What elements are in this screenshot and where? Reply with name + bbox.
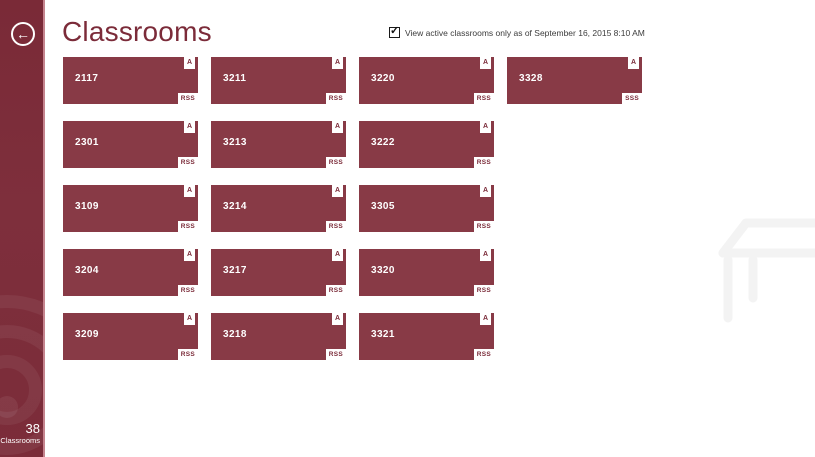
rss-badge: RSS bbox=[325, 221, 346, 232]
status-badge: A bbox=[480, 249, 491, 261]
classroom-number: 2117 bbox=[75, 73, 99, 84]
status-badge: A bbox=[184, 121, 195, 133]
status-badge: A bbox=[332, 57, 343, 69]
rss-badge: RSS bbox=[177, 157, 198, 168]
classroom-tile-3109[interactable]: 3109 A RSS bbox=[63, 185, 198, 232]
tile-row: 2117 A RSS 3211 A RSS 3220 A RSS 3328 A … bbox=[63, 57, 655, 104]
classroom-tile-3222[interactable]: 3222 A RSS bbox=[359, 121, 494, 168]
classroom-tile-3217[interactable]: 3217 A RSS bbox=[211, 249, 346, 296]
classroom-count-label: Classrooms bbox=[0, 435, 40, 445]
classroom-tile-3321[interactable]: 3321 A RSS bbox=[359, 313, 494, 360]
rss-badge: RSS bbox=[177, 93, 198, 104]
classroom-tile-3328[interactable]: 3328 A SSS bbox=[507, 57, 642, 104]
status-badge: A bbox=[480, 185, 491, 197]
rss-watermark-arc bbox=[0, 295, 43, 457]
classroom-number: 3305 bbox=[371, 201, 395, 212]
classroom-tile-3213[interactable]: 3213 A RSS bbox=[211, 121, 346, 168]
rss-badge: RSS bbox=[473, 285, 494, 296]
classroom-tile-3214[interactable]: 3214 A RSS bbox=[211, 185, 346, 232]
table-watermark-icon bbox=[718, 218, 815, 323]
status-badge: A bbox=[332, 185, 343, 197]
status-badge: A bbox=[628, 57, 639, 69]
rss-badge: RSS bbox=[177, 221, 198, 232]
tile-row: 2301 A RSS 3213 A RSS 3222 A RSS bbox=[63, 121, 655, 168]
classroom-number: 3109 bbox=[75, 201, 99, 212]
rss-badge: RSS bbox=[473, 93, 494, 104]
classroom-tile-3211[interactable]: 3211 A RSS bbox=[211, 57, 346, 104]
active-filter-row: ✓ View active classrooms only as of Sept… bbox=[389, 25, 645, 38]
status-badge: A bbox=[184, 249, 195, 261]
classroom-number: 3214 bbox=[223, 201, 247, 212]
status-badge: A bbox=[480, 57, 491, 69]
active-filter-label: View active classrooms only as of Septem… bbox=[405, 27, 645, 38]
classroom-counter: 38 Classrooms bbox=[0, 422, 40, 445]
status-badge: A bbox=[184, 313, 195, 325]
rss-badge: SSS bbox=[622, 93, 642, 104]
classroom-number: 3222 bbox=[371, 137, 395, 148]
classroom-tile-2301[interactable]: 2301 A RSS bbox=[63, 121, 198, 168]
rss-badge: RSS bbox=[177, 349, 198, 360]
classroom-tile-3204[interactable]: 3204 A RSS bbox=[63, 249, 198, 296]
classroom-tile-3209[interactable]: 3209 A RSS bbox=[63, 313, 198, 360]
rss-badge: RSS bbox=[325, 285, 346, 296]
classroom-number: 3209 bbox=[75, 329, 99, 340]
tile-row: 3209 A RSS 3218 A RSS 3321 A RSS bbox=[63, 313, 655, 360]
rss-badge: RSS bbox=[473, 157, 494, 168]
status-badge: A bbox=[332, 249, 343, 261]
classroom-number: 3220 bbox=[371, 73, 395, 84]
rss-badge: RSS bbox=[473, 221, 494, 232]
classroom-tile-3218[interactable]: 3218 A RSS bbox=[211, 313, 346, 360]
status-badge: A bbox=[480, 121, 491, 133]
page-title: Classrooms bbox=[62, 16, 212, 47]
classroom-grid: 2117 A RSS 3211 A RSS 3220 A RSS 3328 A … bbox=[63, 57, 655, 377]
classroom-tile-3220[interactable]: 3220 A RSS bbox=[359, 57, 494, 104]
rss-badge: RSS bbox=[473, 349, 494, 360]
classroom-tile-2117[interactable]: 2117 A RSS bbox=[63, 57, 198, 104]
classroom-number: 3328 bbox=[519, 73, 543, 84]
checkmark-icon: ✓ bbox=[390, 25, 400, 37]
rss-badge: RSS bbox=[177, 285, 198, 296]
classroom-count: 38 bbox=[25, 420, 40, 436]
classroom-number: 2301 bbox=[75, 137, 99, 148]
status-badge: A bbox=[184, 57, 195, 69]
classroom-number: 3217 bbox=[223, 265, 247, 276]
tile-row: 3109 A RSS 3214 A RSS 3305 A RSS bbox=[63, 185, 655, 232]
classroom-number: 3211 bbox=[223, 73, 247, 84]
rss-badge: RSS bbox=[325, 349, 346, 360]
classroom-number: 3218 bbox=[223, 329, 247, 340]
rss-badge: RSS bbox=[325, 157, 346, 168]
rss-badge: RSS bbox=[325, 93, 346, 104]
status-badge: A bbox=[332, 313, 343, 325]
nav-sidebar: ← 38 Classrooms bbox=[0, 0, 45, 457]
classroom-number: 3320 bbox=[371, 265, 395, 276]
classroom-tile-3305[interactable]: 3305 A RSS bbox=[359, 185, 494, 232]
classroom-tile-3320[interactable]: 3320 A RSS bbox=[359, 249, 494, 296]
classroom-number: 3213 bbox=[223, 137, 247, 148]
classroom-number: 3321 bbox=[371, 329, 395, 340]
rss-watermark-dot bbox=[0, 396, 18, 418]
back-arrow-icon: ← bbox=[16, 26, 30, 42]
active-only-checkbox[interactable]: ✓ bbox=[389, 25, 400, 38]
status-badge: A bbox=[480, 313, 491, 325]
status-badge: A bbox=[332, 121, 343, 133]
classroom-number: 3204 bbox=[75, 265, 99, 276]
back-button[interactable]: ← bbox=[11, 22, 35, 46]
status-badge: A bbox=[184, 185, 195, 197]
tile-row: 3204 A RSS 3217 A RSS 3320 A RSS bbox=[63, 249, 655, 296]
